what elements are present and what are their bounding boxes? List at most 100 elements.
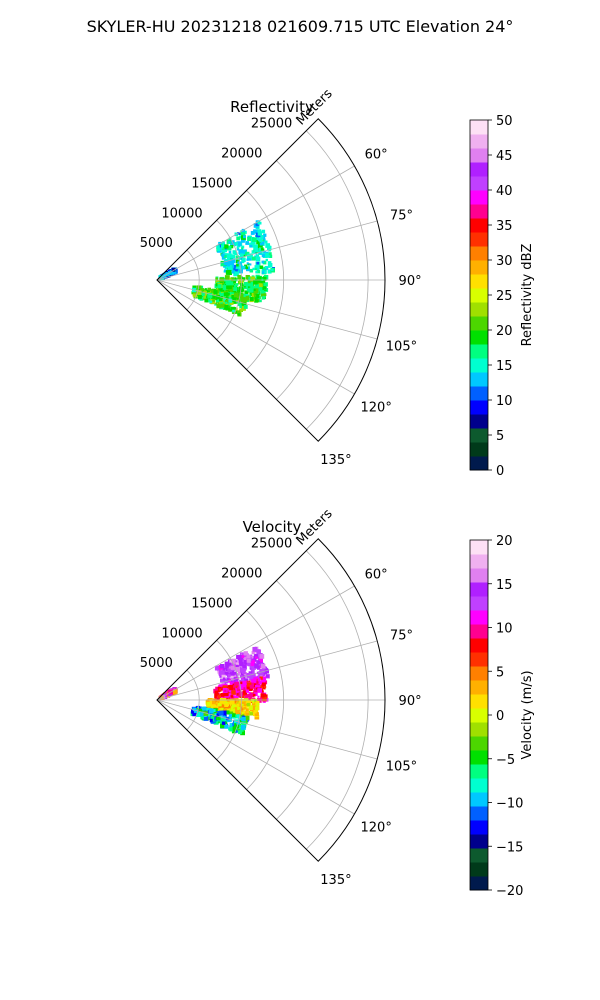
echo-gate: [244, 694, 249, 699]
echo-gate: [233, 298, 237, 302]
echo-gate: [253, 288, 256, 291]
echo-gate: [267, 269, 271, 272]
echo-gate: [239, 724, 242, 728]
azimuth-tick-label: 90°: [399, 274, 422, 289]
echo-gate: [229, 686, 233, 691]
echo-gate: [234, 723, 240, 729]
echo-gate: [230, 680, 233, 683]
echo-gate: [227, 253, 232, 258]
echo-gate: [260, 671, 264, 676]
azimuth-tick-label: 75°: [390, 628, 413, 643]
echo-gate: [262, 696, 267, 702]
echo-gate: [229, 711, 233, 715]
echo-gate: [252, 237, 257, 242]
echo-gate: [255, 706, 259, 711]
echo-gate: [267, 263, 273, 268]
echo-gate: [249, 263, 252, 266]
azimuth-gridline: [156, 699, 355, 815]
echo-gate: [196, 290, 202, 295]
colorbar: −20 −15 −10 −5 0 5 10 15 20 Velocity (m/s): [469, 534, 535, 899]
echo-gate: [258, 658, 263, 663]
echo-gate: [209, 718, 213, 722]
echo-gate: [248, 287, 254, 293]
echo-gate: [228, 237, 232, 241]
echo-gate: [228, 296, 233, 300]
echo-gate: [231, 254, 236, 259]
echo-gate: [229, 727, 234, 732]
echo-gate: [253, 710, 257, 714]
colorbar-segment: [470, 442, 488, 457]
echo-gate: [241, 247, 244, 250]
echo-gate: [250, 693, 255, 698]
echo-gate: [228, 716, 231, 719]
echo-gate: [209, 699, 215, 705]
echo-gate: [264, 240, 268, 244]
echo-gate: [256, 703, 260, 706]
echo-gate: [257, 277, 262, 281]
echo-gate: [243, 235, 246, 239]
colorbar-segment: [470, 722, 488, 737]
echo-gate: [248, 711, 254, 716]
echo-gate: [248, 294, 252, 298]
colorbar-segment: [470, 596, 488, 611]
echo-gate: [220, 664, 225, 669]
colorbar-tick-label: 30: [496, 254, 513, 269]
echo-gate: [262, 260, 267, 265]
azimuth-tick-label: 120°: [361, 401, 392, 416]
echo-gate: [221, 721, 226, 725]
echo-gate: [169, 270, 175, 275]
echo-gate: [257, 688, 262, 693]
echo-gate: [224, 662, 228, 665]
echo-gate: [253, 229, 258, 234]
echo-gate: [236, 714, 241, 719]
echo-gate: [251, 651, 255, 655]
echo-cluster: [205, 697, 260, 720]
echo-gate: [241, 684, 247, 690]
echo-gate: [245, 689, 250, 693]
echo-gate: [247, 280, 251, 284]
echo-gate: [259, 654, 265, 659]
echo-gate: [245, 708, 249, 712]
echo-gate: [245, 711, 249, 716]
echo-gate: [267, 245, 272, 251]
echo-gate: [248, 705, 253, 710]
echo-gate: [228, 265, 232, 269]
echo-gate: [238, 672, 241, 676]
echo-gate: [243, 285, 246, 288]
echo-gate: [211, 702, 216, 707]
echo-gate: [241, 716, 246, 722]
colorbar-tick-label: −5: [496, 753, 515, 768]
echo-gate: [238, 692, 243, 697]
echo-gate: [238, 718, 242, 722]
echo-gate: [217, 702, 222, 707]
echo-gate: [250, 664, 255, 669]
colorbar-segment: [470, 330, 488, 345]
echo-gate: [206, 712, 211, 717]
echo-gate: [173, 689, 178, 694]
colorbar-tick-label: 15: [496, 578, 513, 593]
echo-gate: [236, 298, 240, 302]
echo-gate: [241, 245, 245, 249]
echo-gate: [215, 713, 220, 718]
echo-gate: [228, 285, 232, 290]
echo-gate: [261, 253, 265, 258]
azimuth-tick-label: 60°: [365, 147, 388, 162]
echo-gate: [215, 283, 219, 287]
echo-gate: [257, 231, 263, 236]
echo-gate: [225, 270, 231, 275]
echo-gate: [228, 688, 232, 693]
echo-gate: [245, 266, 249, 270]
echo-gate: [215, 686, 218, 690]
echo-gate: [257, 649, 261, 652]
echo-gate: [243, 688, 247, 693]
echo-gate: [239, 294, 244, 299]
echo-gate: [203, 711, 209, 716]
echo-gate: [234, 695, 239, 700]
colorbar-tick-label: 5: [496, 429, 504, 444]
echo-gate: [259, 265, 264, 270]
echo-gate: [255, 656, 258, 660]
echo-gate: [229, 279, 233, 283]
colorbar: 0 5 10 15 20 25 30 35 40 45 50 Reflectivity dBZ: [469, 114, 535, 479]
echo-gate: [263, 694, 268, 699]
echo-gate: [217, 284, 222, 289]
